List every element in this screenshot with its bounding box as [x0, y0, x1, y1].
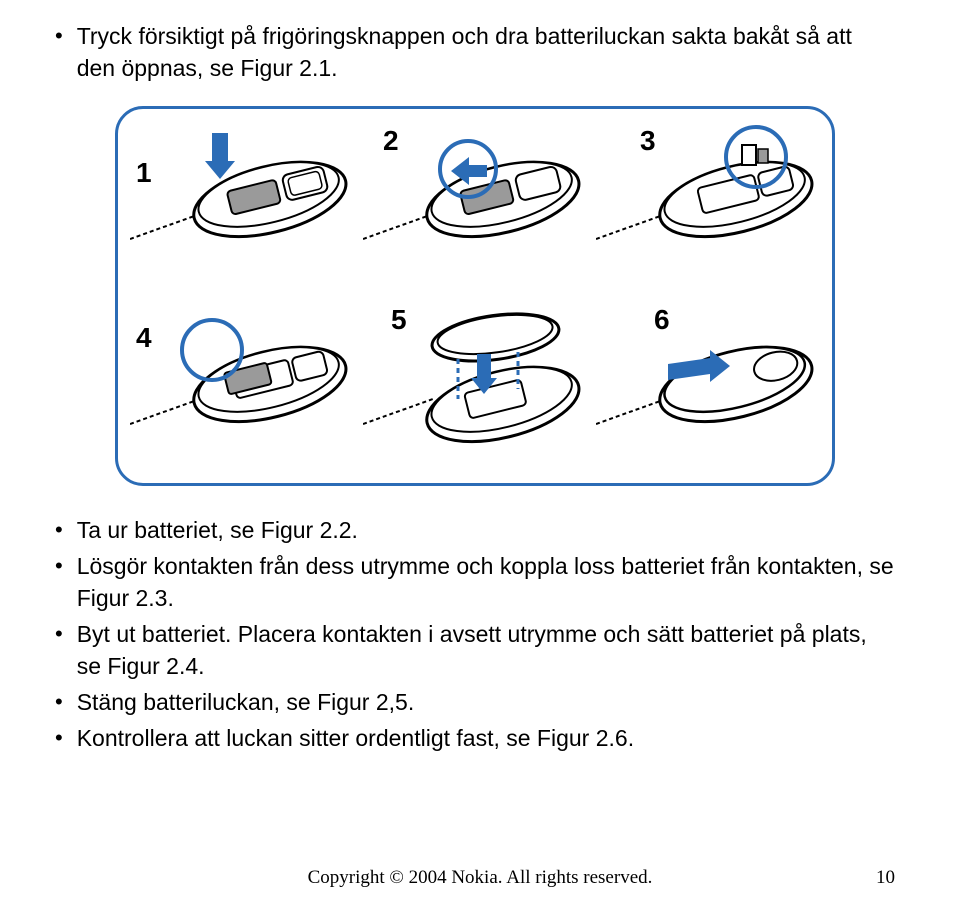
bullet-item: • Byt ut batteriet. Placera kontakten i …	[55, 618, 895, 682]
device-illustration-4	[130, 304, 350, 474]
bullet-text: Byt ut batteriet. Placera kontakten i av…	[77, 618, 895, 682]
bullet-item: • Tryck försiktigt på frigöringsknappen …	[55, 20, 895, 84]
bullet-text: Tryck försiktigt på frigöringsknappen oc…	[77, 20, 895, 84]
bullet-dot: •	[55, 550, 63, 582]
bullet-item: • Stäng batteriluckan, se Figur 2,5.	[55, 686, 895, 718]
bullet-dot: •	[55, 722, 63, 754]
page-number: 10	[876, 867, 895, 889]
device-illustration-3	[596, 119, 816, 289]
bullet-text: Ta ur batteriet, se Figur 2.2.	[77, 514, 358, 546]
copyright-footer: Copyright © 2004 Nokia. All rights reser…	[0, 867, 960, 889]
device-illustration-6	[596, 304, 816, 474]
instruction-figure: 1 2	[115, 106, 835, 486]
figure-panel-6: 6	[596, 304, 816, 474]
figure-panel-5: 5	[363, 304, 583, 474]
bullet-item: • Lösgör kontakten från dess utrymme och…	[55, 550, 895, 614]
down-arrow-icon	[205, 133, 235, 179]
bullet-item: • Kontrollera att luckan sitter ordentli…	[55, 722, 895, 754]
figure-panel-3: 3	[596, 119, 816, 289]
bullet-dot: •	[55, 686, 63, 718]
device-illustration-2	[363, 119, 583, 289]
bullet-dot: •	[55, 514, 63, 546]
device-illustration-5	[363, 304, 583, 474]
figure-panel-1: 1	[130, 119, 350, 289]
figure-panel-4: 4	[130, 304, 350, 474]
bullet-text: Kontrollera att luckan sitter ordentligt…	[77, 722, 634, 754]
bullet-dot: •	[55, 618, 63, 650]
device-illustration-1	[130, 119, 350, 289]
bullet-item: • Ta ur batteriet, se Figur 2.2.	[55, 514, 895, 546]
bullet-dot: •	[55, 20, 63, 52]
highlight-circle-icon	[182, 320, 242, 380]
figure-panel-2: 2	[363, 119, 583, 289]
bullet-text: Stäng batteriluckan, se Figur 2,5.	[77, 686, 415, 718]
bullet-text: Lösgör kontakten från dess utrymme och k…	[77, 550, 895, 614]
